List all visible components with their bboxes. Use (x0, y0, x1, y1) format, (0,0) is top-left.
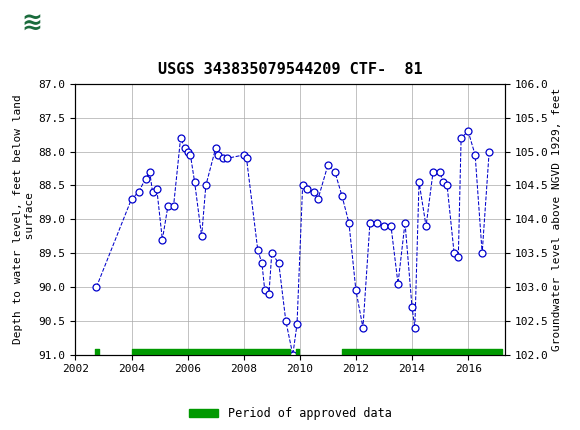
Legend: Period of approved data: Period of approved data (184, 402, 396, 425)
FancyBboxPatch shape (6, 5, 58, 45)
Text: USGS: USGS (67, 15, 126, 34)
Y-axis label: Groundwater level above NGVD 1929, feet: Groundwater level above NGVD 1929, feet (552, 88, 562, 351)
Text: USGS 343835079544209 CTF-  81: USGS 343835079544209 CTF- 81 (158, 62, 422, 77)
Y-axis label: Depth to water level, feet below land
 surface: Depth to water level, feet below land su… (13, 95, 35, 344)
Text: ≋: ≋ (21, 12, 42, 36)
